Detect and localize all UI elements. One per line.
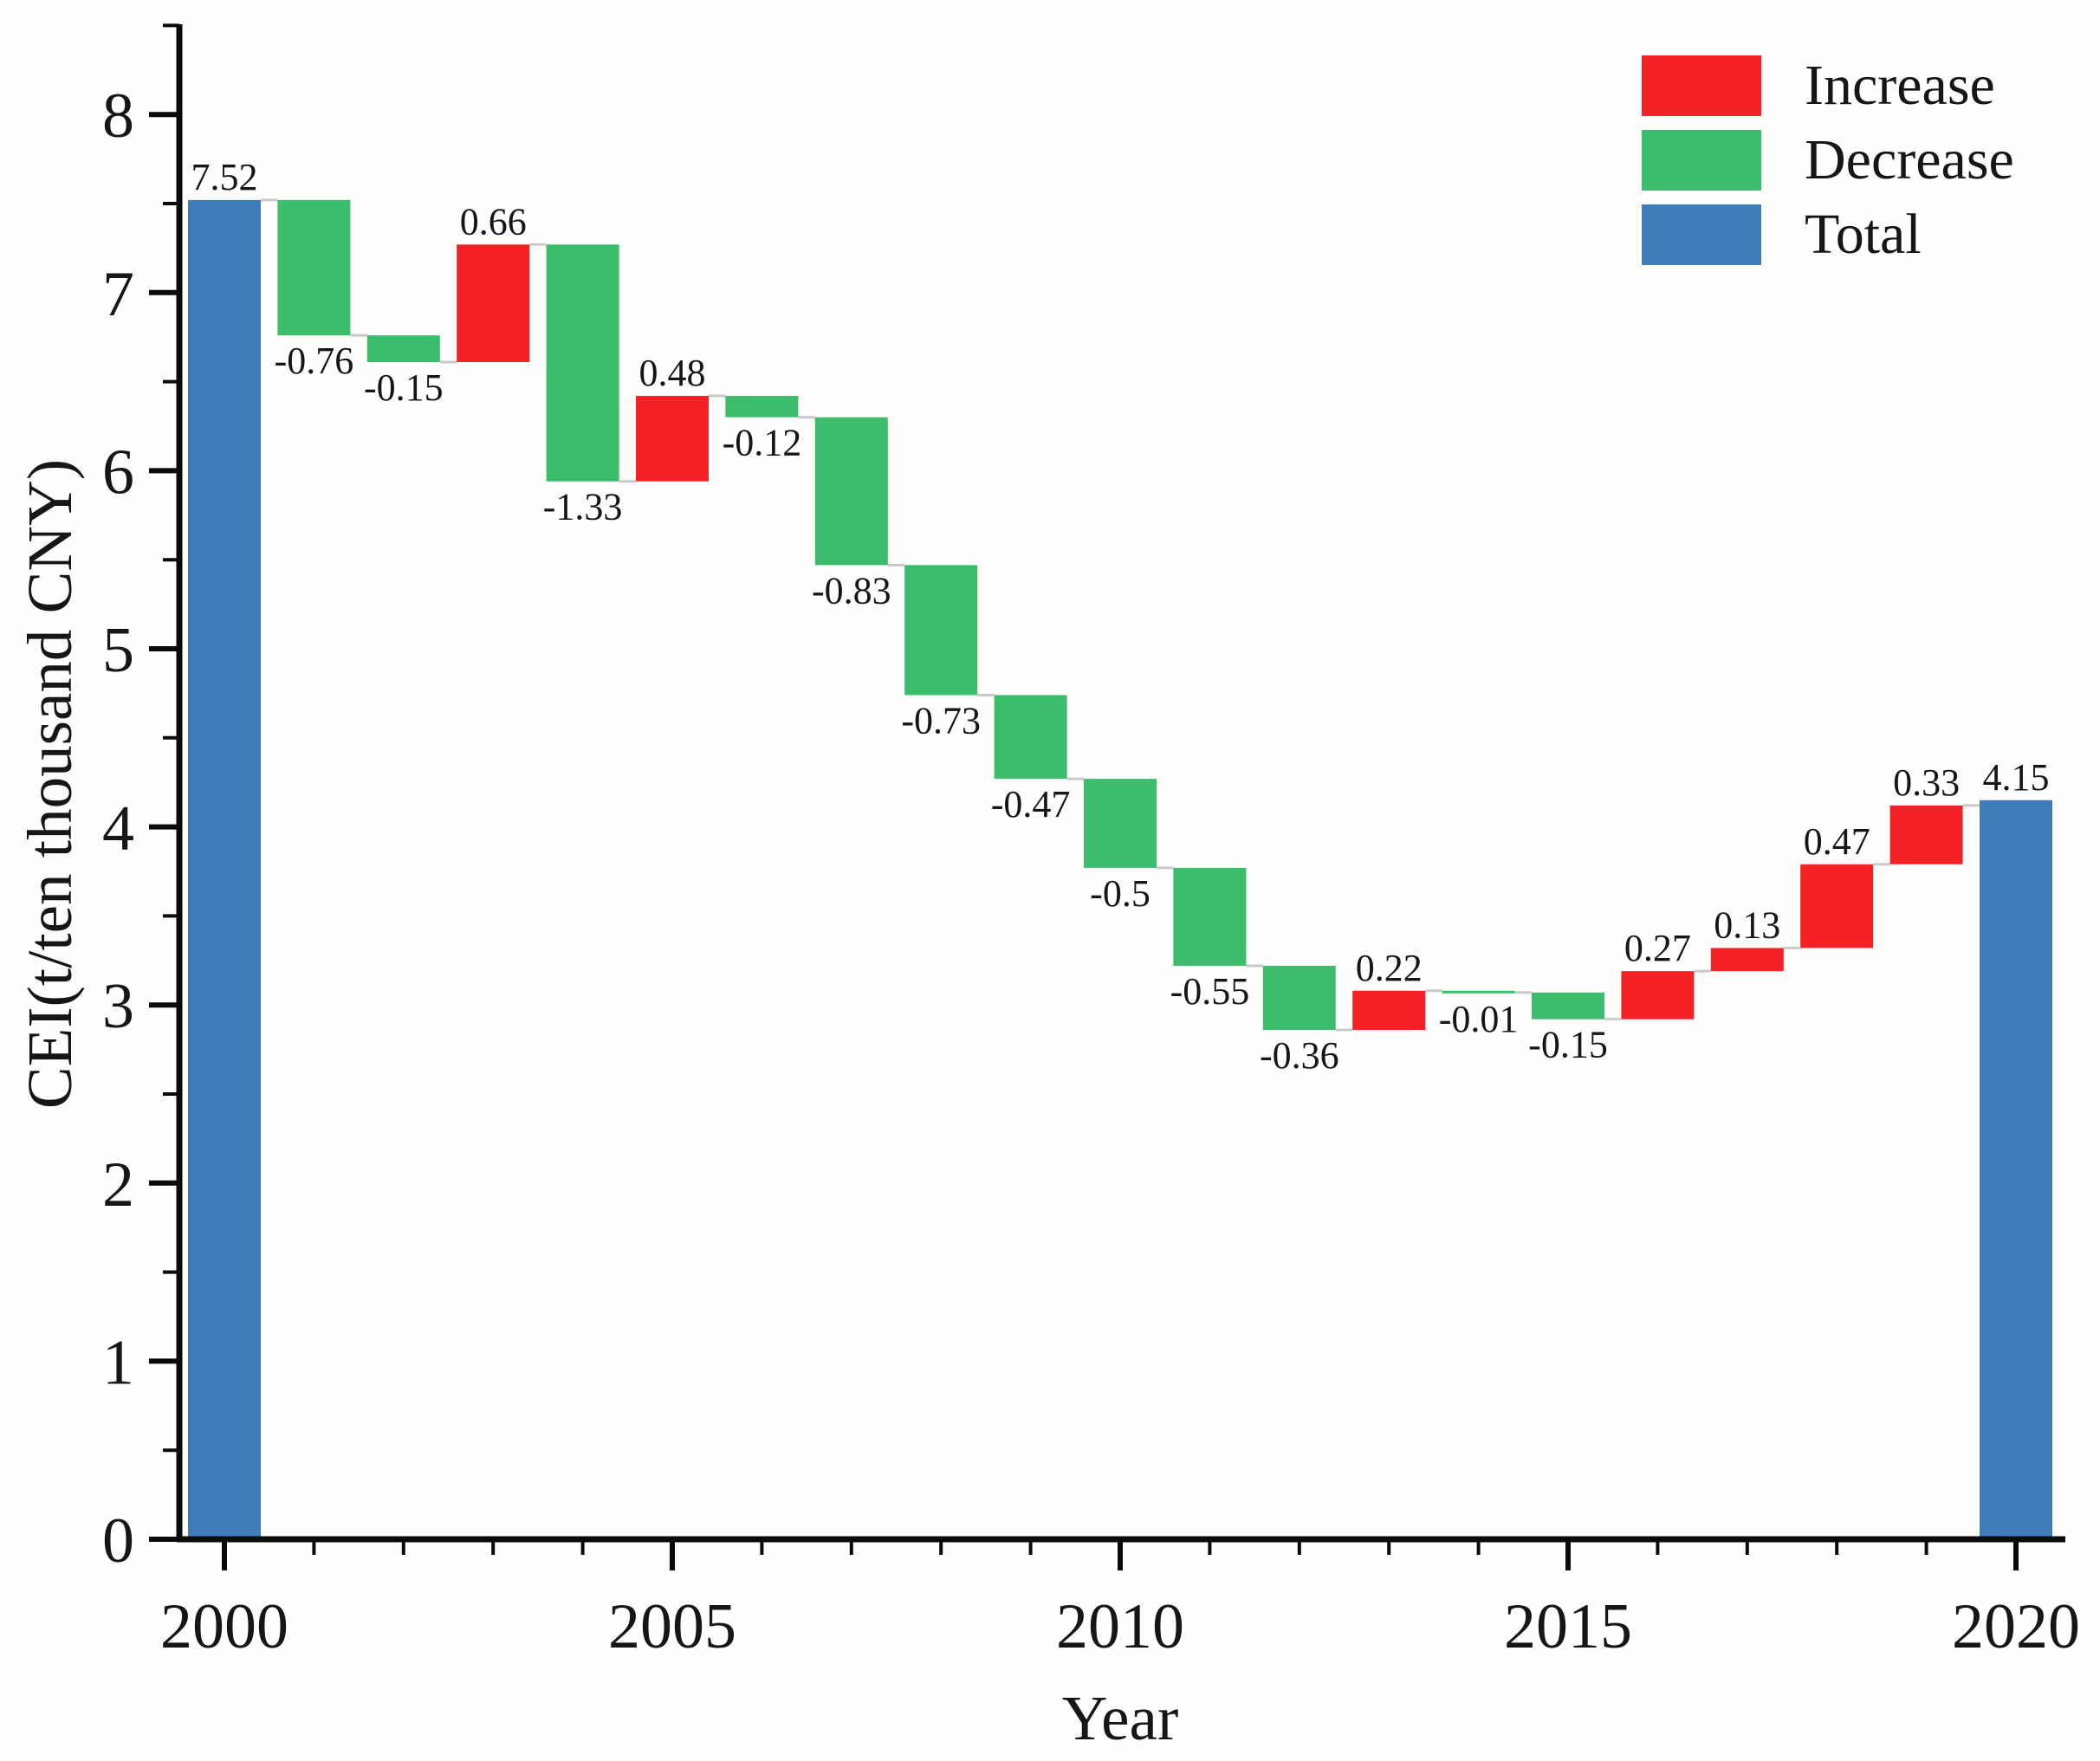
value-label-2001: -0.76: [275, 340, 354, 382]
x-tick-label-2005: 2005: [608, 1591, 736, 1662]
bar-2003: [457, 244, 530, 362]
value-label-2002: -0.15: [364, 366, 444, 409]
bar-2019: [1889, 805, 1963, 864]
bar-2017: [1710, 948, 1784, 972]
bar-2016: [1621, 971, 1695, 1020]
bar-2009: [994, 695, 1067, 780]
value-label-2006: -0.12: [723, 422, 802, 464]
value-label-2010: -0.5: [1090, 872, 1150, 915]
y-tick-label-5: 5: [102, 615, 134, 686]
x-tick-label-2010: 2010: [1056, 1591, 1184, 1662]
bar-2004: [546, 244, 619, 482]
bar-2008: [904, 565, 978, 696]
y-tick-label-2: 2: [102, 1149, 134, 1220]
value-label-2011: -0.55: [1170, 970, 1250, 1013]
bar-2014: [1442, 990, 1515, 994]
bar-2010: [1084, 779, 1157, 868]
value-label-2012: -0.36: [1260, 1034, 1339, 1077]
bar-2011: [1173, 867, 1247, 966]
bar-2012: [1262, 965, 1336, 1030]
value-label-2020: 4.15: [1983, 756, 2050, 799]
x-tick-label-2015: 2015: [1504, 1591, 1632, 1662]
value-label-2017: 0.13: [1714, 903, 1780, 946]
value-label-2007: -0.83: [812, 569, 891, 612]
x-tick-label-2000: 2000: [160, 1591, 288, 1662]
legend-item-decrease: Decrease: [1642, 130, 2014, 191]
total-color-swatch: [1642, 204, 1761, 265]
value-label-2005: 0.48: [639, 352, 706, 394]
y-tick-label-7: 7: [102, 259, 134, 330]
bar-2013: [1352, 990, 1426, 1030]
value-label-2004: -1.33: [543, 486, 623, 528]
x-axis-title: Year: [1061, 1683, 1179, 1753]
legend-label-decrease: Decrease: [1805, 128, 2014, 191]
legend-label-total: Total: [1805, 203, 1922, 266]
y-axis-title: CEI(t/ten thousand CNY): [15, 458, 85, 1110]
bar-2002: [366, 335, 440, 362]
legend: Increase Decrease Total: [1642, 55, 2014, 265]
bar-2007: [814, 417, 888, 566]
value-label-2003: 0.66: [460, 200, 527, 243]
legend-label-increase: Increase: [1805, 54, 1995, 117]
decrease-color-swatch: [1642, 130, 1761, 191]
bar-2015: [1532, 992, 1604, 1020]
bar-2005: [636, 396, 709, 482]
value-label-2008: -0.73: [901, 699, 981, 741]
y-tick-label-0: 0: [102, 1505, 134, 1576]
value-label-2009: -0.47: [991, 783, 1071, 825]
bar-2000: [188, 199, 261, 1540]
value-label-2019: 0.33: [1893, 761, 1960, 804]
legend-item-total: Total: [1642, 204, 2014, 265]
value-label-2013: 0.22: [1356, 947, 1423, 989]
bar-2001: [277, 199, 351, 336]
y-tick-label-8: 8: [102, 81, 134, 152]
bar-2018: [1800, 864, 1874, 948]
y-tick-label-4: 4: [102, 793, 134, 864]
bar-2006: [725, 396, 799, 418]
value-label-2018: 0.47: [1804, 820, 1870, 863]
value-label-2014: -0.01: [1439, 998, 1519, 1040]
legend-item-increase: Increase: [1642, 55, 2014, 116]
value-label-2016: 0.27: [1624, 927, 1691, 969]
bar-2020: [1980, 800, 2052, 1539]
y-tick-label-1: 1: [102, 1327, 134, 1398]
y-tick-label-6: 6: [102, 437, 134, 508]
value-label-2015: -0.15: [1528, 1024, 1608, 1066]
value-label-2000: 7.52: [191, 156, 258, 198]
y-tick-label-3: 3: [102, 971, 134, 1042]
x-tick-label-2020: 2020: [1952, 1591, 2080, 1662]
increase-color-swatch: [1642, 55, 1761, 116]
